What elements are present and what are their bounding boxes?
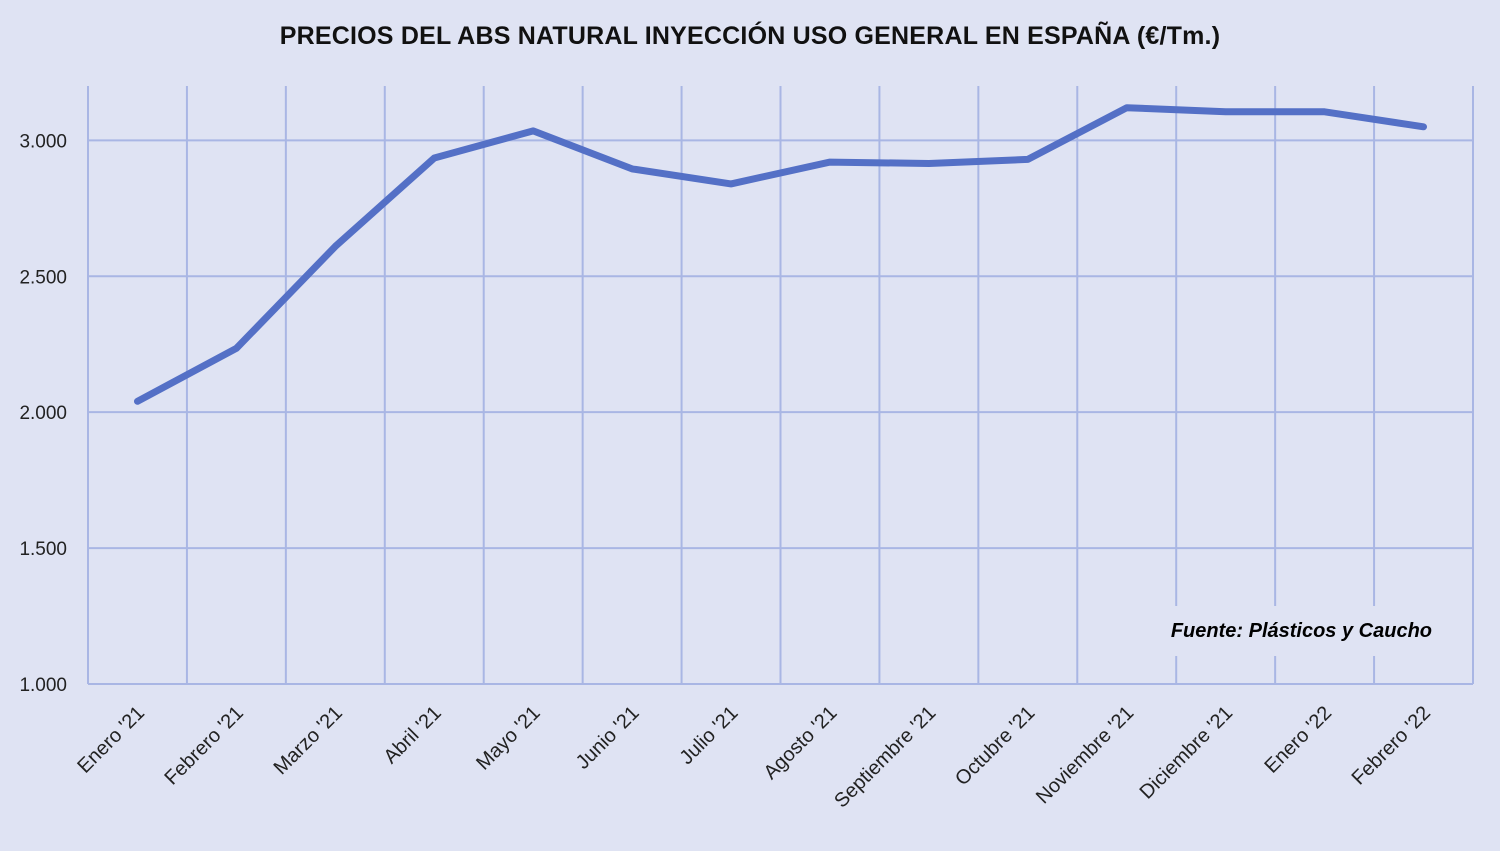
data-point xyxy=(827,160,832,165)
series-line xyxy=(134,104,1427,405)
y-tick-label: 1.000 xyxy=(19,675,67,696)
x-tick-label: Agosto '21 xyxy=(760,702,842,784)
data-point xyxy=(1421,124,1426,129)
source-annotation: Fuente: Plásticos y Caucho xyxy=(1171,620,1432,642)
data-point xyxy=(1322,109,1327,114)
data-point xyxy=(333,244,338,249)
data-point xyxy=(630,166,635,171)
x-tick-label: Febrero '22 xyxy=(1348,702,1435,789)
x-tick-label: Julio '21 xyxy=(676,702,743,769)
x-tick-label: Febrero '21 xyxy=(160,702,247,789)
x-tick-label: Enero '21 xyxy=(73,702,149,778)
x-tick-label: Noviembre '21 xyxy=(1032,702,1138,808)
x-tick-label: Enero '22 xyxy=(1260,702,1336,778)
data-point xyxy=(1025,157,1030,162)
data-point xyxy=(1124,105,1129,110)
y-tick-label: 2.000 xyxy=(19,403,67,424)
data-point xyxy=(531,128,536,133)
data-point xyxy=(926,161,931,166)
data-point xyxy=(1223,109,1228,114)
data-point xyxy=(234,346,239,351)
x-tick-label: Diciembre '21 xyxy=(1136,702,1238,804)
data-point xyxy=(432,156,437,161)
y-tick-label: 1.500 xyxy=(19,539,67,560)
data-point xyxy=(729,181,734,186)
x-tick-label: Abril '21 xyxy=(380,702,446,768)
annotation-box xyxy=(1160,606,1455,656)
y-tick-label: 2.500 xyxy=(19,267,67,288)
x-tick-label: Mayo '21 xyxy=(472,702,545,775)
data-point xyxy=(135,399,140,404)
chart-title: PRECIOS DEL ABS NATURAL INYECCIÓN USO GE… xyxy=(279,22,1221,50)
x-tick-label: Octubre '21 xyxy=(951,702,1039,790)
x-tick-label: Junio '21 xyxy=(572,702,644,774)
x-tick-label: Marzo '21 xyxy=(270,702,347,779)
x-tick-label: Septiembre '21 xyxy=(830,702,940,812)
y-tick-label: 3.000 xyxy=(19,131,67,152)
